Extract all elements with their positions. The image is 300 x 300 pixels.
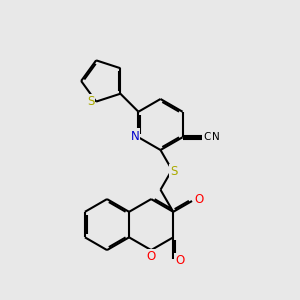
Text: N: N	[130, 130, 139, 142]
Text: S: S	[170, 166, 177, 178]
Text: N: N	[212, 132, 220, 142]
Text: C: C	[204, 132, 211, 142]
Text: O: O	[175, 254, 184, 267]
Text: S: S	[87, 95, 94, 108]
Text: O: O	[146, 250, 155, 263]
Text: O: O	[194, 193, 203, 206]
